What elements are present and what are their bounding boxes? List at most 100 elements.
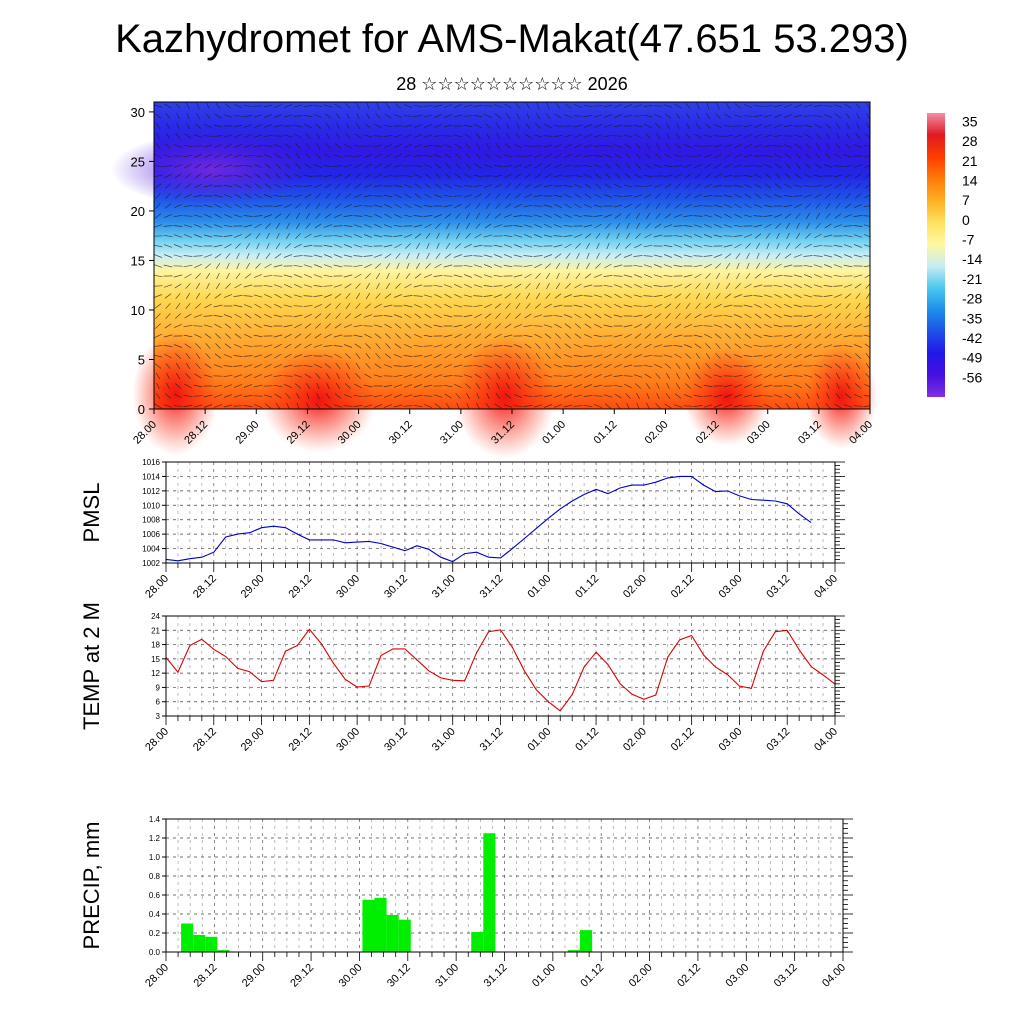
y-tick-label: 1002 xyxy=(142,559,160,568)
y-tick-label: 1012 xyxy=(142,487,160,496)
y-tick-label: 1.2 xyxy=(149,834,161,843)
y-tick-label: 0.2 xyxy=(149,929,161,938)
precip-bar xyxy=(580,930,593,952)
warm-area xyxy=(261,347,376,452)
x-tick-label: 29.00 xyxy=(240,962,268,990)
colorbar-label: -28 xyxy=(962,291,982,307)
y-tick-label: 24 xyxy=(151,612,160,621)
cold-area xyxy=(111,132,312,207)
y-tick-label: 0.6 xyxy=(149,891,161,900)
precipitation-panel: 0.0 0.2 0.4 0.6 0.8 1.0 1.2 1.4 28.00 28.12 29.00 2… xyxy=(79,815,853,990)
colorbar-label: 7 xyxy=(962,192,970,208)
wind-barbs xyxy=(154,102,870,409)
y-tick-label: 30 xyxy=(131,105,145,120)
colorbar-label: -35 xyxy=(962,310,982,326)
y-tick-label: 5 xyxy=(138,352,145,367)
precip-bar xyxy=(567,950,581,952)
y-tick-label: 25 xyxy=(131,154,145,169)
x-tick-label: 02.12 xyxy=(675,962,703,990)
wind-field xyxy=(154,102,870,409)
colorbar-label: 35 xyxy=(962,113,978,129)
precip-bar xyxy=(374,897,387,952)
y-tick-label: 1008 xyxy=(142,516,160,525)
y-tick-label: 1.0 xyxy=(149,853,161,862)
y-tick-label: 0 xyxy=(138,402,145,417)
colorbar-label: 14 xyxy=(962,172,978,188)
precip-bar xyxy=(205,936,218,952)
pressure-panel: 1002 1004 1006 1008 1010 1012 1014 1016 28.00 28.… xyxy=(79,458,845,601)
x-tick-label: 30.00 xyxy=(337,962,365,990)
colorbar-label: -49 xyxy=(962,350,982,366)
x-tick-label: 29.12 xyxy=(287,573,315,601)
x-tick-label: 02.12 xyxy=(669,573,697,601)
warm-area xyxy=(805,344,878,449)
x-tick-label: 03.12 xyxy=(764,726,792,754)
y-tick-label: 15 xyxy=(151,655,160,664)
x-tick-label: 29.12 xyxy=(288,962,316,990)
x-tick-label: 29.00 xyxy=(233,419,261,447)
x-tick-label: 01.00 xyxy=(525,726,553,754)
y-tick-label: 9 xyxy=(156,683,161,692)
x-tick-label: 30.00 xyxy=(334,726,362,754)
y-axis-label: TEMP at 2 M xyxy=(79,602,104,730)
temperature-panel: 3 6 9 12 15 18 21 24 28.00 28.12 29.00 29.12 30.00 30… xyxy=(79,602,845,754)
precip-bar xyxy=(483,833,496,952)
x-tick-label: 28.00 xyxy=(143,573,171,601)
colorbar xyxy=(927,113,945,397)
y-tick-label: 0.4 xyxy=(149,910,161,919)
colorbar-label: -42 xyxy=(962,330,982,346)
x-tick-label: 30.12 xyxy=(387,419,415,447)
chart-subtitle: 28 ☆☆☆☆☆☆☆☆☆☆ 2026 xyxy=(396,74,628,94)
x-tick-label: 31.00 xyxy=(433,962,461,990)
y-tick-label: 12 xyxy=(151,669,160,678)
x-tick-label: 01.00 xyxy=(525,573,553,601)
x-tick-label: 30.12 xyxy=(382,573,410,601)
y-tick-label: 3 xyxy=(156,712,161,721)
y-tick-label: 1004 xyxy=(142,545,160,554)
x-tick-label: 02.00 xyxy=(621,726,649,754)
x-tick-label: 04.00 xyxy=(820,962,848,990)
x-tick-label: 01.12 xyxy=(573,726,601,754)
y-tick-label: 1014 xyxy=(142,472,160,481)
x-tick-label: 28.12 xyxy=(191,573,219,601)
colorbar-label: 0 xyxy=(962,212,970,228)
grid xyxy=(165,819,844,952)
x-tick-label: 01.12 xyxy=(591,419,619,447)
y-tick-label: 1006 xyxy=(142,530,160,539)
x-tick-label: 28.12 xyxy=(192,962,220,990)
x-tick-label: 03.00 xyxy=(723,962,751,990)
x-tick-label: 31.00 xyxy=(430,726,458,754)
precip-bar xyxy=(386,914,399,952)
x-tick-label: 04.00 xyxy=(812,726,840,754)
y-tick-label: 1016 xyxy=(142,458,160,467)
x-tick-label: 28.00 xyxy=(143,962,171,990)
y-tick-label: 0.0 xyxy=(149,948,161,957)
x-tick-label: 02.00 xyxy=(643,419,671,447)
y-tick-label: 6 xyxy=(156,698,161,707)
precip-bar xyxy=(362,899,375,952)
x-tick-label: 30.12 xyxy=(382,726,410,754)
x-tick-label: 31.12 xyxy=(478,726,506,754)
x-tick-label: 01.12 xyxy=(573,573,601,601)
x-tick-label: 29.00 xyxy=(239,726,267,754)
x-tick-label: 31.12 xyxy=(478,573,506,601)
colorbar-label: 28 xyxy=(962,133,978,149)
grid xyxy=(165,616,836,716)
x-tick-label: 29.00 xyxy=(239,573,267,601)
x-tick-label: 30.12 xyxy=(385,962,413,990)
y-tick-label: 21 xyxy=(151,626,160,635)
y-tick-label: 15 xyxy=(131,253,145,268)
chart-title: Kazhydromet for AMS-Makat(47.651 53.293) xyxy=(115,17,909,61)
y-axis-label: PRECIP, mm xyxy=(79,822,104,950)
colorbar-label: 21 xyxy=(962,153,978,169)
x-tick-label: 28.12 xyxy=(191,726,219,754)
y-tick-label: 10 xyxy=(131,303,145,318)
colorbar-label: -56 xyxy=(962,369,982,385)
x-tick-label: 31.12 xyxy=(482,962,510,990)
x-tick-label: 04.00 xyxy=(812,573,840,601)
x-tick-label: 03.00 xyxy=(717,726,745,754)
x-tick-label: 01.00 xyxy=(530,962,558,990)
x-tick-label: 31.00 xyxy=(430,573,458,601)
